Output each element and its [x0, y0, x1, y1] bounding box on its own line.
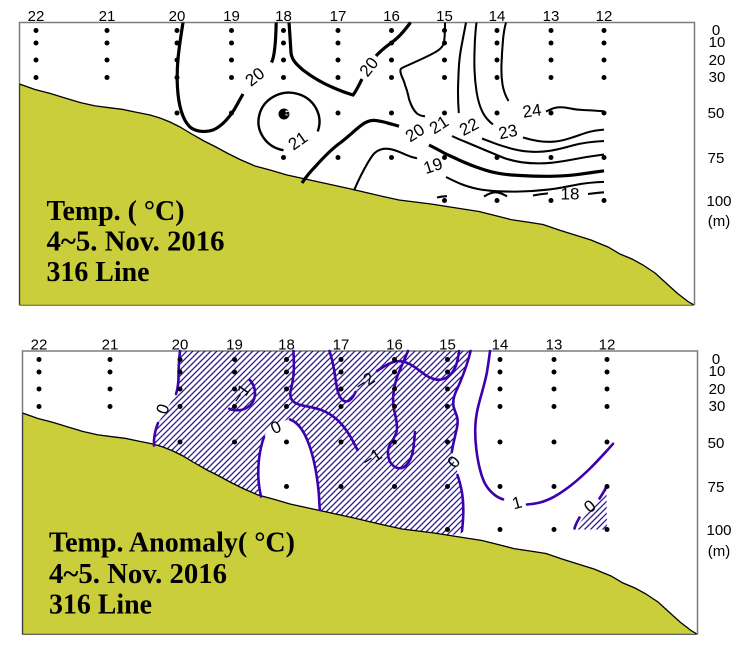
svg-text:50: 50 [708, 435, 725, 452]
svg-text:20: 20 [709, 52, 726, 69]
svg-text:0: 0 [712, 351, 720, 368]
svg-text:20: 20 [169, 8, 186, 25]
svg-text:50: 50 [708, 105, 725, 122]
svg-text:24: 24 [521, 100, 542, 121]
svg-text:316 Line: 316 Line [49, 590, 152, 621]
svg-text:4~5. Nov. 2016: 4~5. Nov. 2016 [47, 227, 225, 258]
svg-text:20: 20 [172, 337, 189, 354]
svg-text:316 Line: 316 Line [47, 257, 150, 288]
svg-text:20: 20 [402, 120, 428, 146]
svg-text:20: 20 [709, 381, 726, 398]
svg-text:21: 21 [285, 128, 311, 154]
svg-text:−1: −1 [359, 445, 386, 471]
svg-text:15: 15 [436, 8, 453, 25]
svg-text:14: 14 [492, 337, 509, 354]
svg-text:Temp. Anomaly( °C): Temp. Anomaly( °C) [49, 528, 295, 559]
svg-text:14: 14 [489, 8, 506, 25]
svg-text:12: 12 [596, 8, 613, 25]
svg-text:19: 19 [223, 8, 240, 25]
svg-text:23: 23 [497, 121, 519, 144]
svg-text:10: 10 [709, 34, 726, 51]
svg-text:30: 30 [709, 69, 726, 86]
svg-text:18: 18 [561, 185, 580, 204]
svg-text:0: 0 [580, 496, 599, 517]
svg-text:10: 10 [709, 363, 726, 380]
svg-text:(m): (m) [708, 213, 731, 230]
svg-text:22: 22 [28, 8, 45, 25]
svg-text:75: 75 [708, 150, 725, 167]
svg-text:21: 21 [99, 8, 116, 25]
svg-text:20: 20 [242, 64, 269, 91]
svg-text:19: 19 [421, 154, 445, 178]
svg-text:21: 21 [426, 112, 452, 138]
svg-text:13: 13 [543, 8, 560, 25]
svg-text:16: 16 [386, 337, 403, 354]
svg-text:Temp. ( °C): Temp. ( °C) [47, 196, 185, 227]
svg-text:13: 13 [546, 337, 563, 354]
svg-text:100: 100 [706, 193, 731, 210]
svg-text:75: 75 [708, 479, 725, 496]
svg-text:12: 12 [599, 337, 616, 354]
svg-text:17: 17 [333, 337, 350, 354]
svg-text:18: 18 [275, 8, 292, 25]
svg-text:19: 19 [226, 337, 243, 354]
svg-text:100: 100 [706, 522, 731, 539]
svg-text:1: 1 [510, 493, 524, 514]
svg-text:0: 0 [712, 22, 720, 39]
svg-text:21: 21 [102, 337, 119, 354]
svg-text:4~5. Nov. 2016: 4~5. Nov. 2016 [49, 559, 227, 590]
svg-text:(m): (m) [708, 543, 731, 560]
svg-text:18: 18 [278, 337, 295, 354]
svg-text:16: 16 [383, 8, 400, 25]
svg-text:22: 22 [456, 114, 482, 140]
svg-text:20: 20 [356, 54, 383, 81]
svg-text:22: 22 [31, 337, 48, 354]
svg-text:0: 0 [268, 417, 285, 438]
svg-text:15: 15 [439, 337, 456, 354]
svg-text:30: 30 [709, 398, 726, 415]
svg-text:17: 17 [330, 8, 347, 25]
